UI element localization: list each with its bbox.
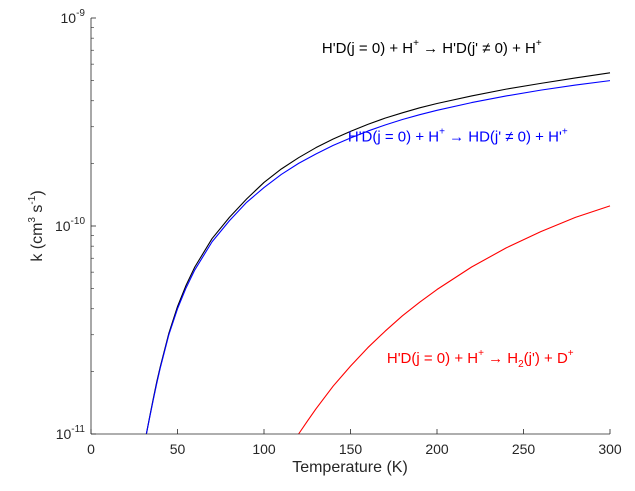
y-tick-exp-0: -11 [71,424,85,435]
y-label-base: k (cm [29,223,46,262]
annotation-3-part-2: → H [484,350,518,367]
x-tick-label-4: 200 [425,441,449,457]
series-line-2 [145,80,611,435]
x-tick-label-3: 150 [339,441,363,457]
annotation-1-part-3: + [536,38,542,49]
annotation-3-part-5: + [568,348,574,359]
annotation-3-part-0: H'D(j = 0) + H [387,350,478,367]
x-tick-label-5: 250 [512,441,536,457]
y-tick-base-2: 10 [61,10,77,26]
series-line-3 [298,205,611,435]
annotation-2-part-2: → HD(j' ≠ 0) + H' [445,128,562,145]
y-axis-label: k (cm3 s-1) [27,190,46,261]
series-annotation-2: H'D(j = 0) + H+ → HD(j' ≠ 0) + H'+ [348,126,568,145]
annotation-2-part-0: H'D(j = 0) + H [348,128,439,145]
series-annotation-1: H'D(j = 0) + H+ → H'D(j' ≠ 0) + H+ [322,38,542,57]
annotation-3-part-4: (j') + D [524,350,568,367]
annotation-1-part-2: → H'D(j' ≠ 0) + H [419,40,536,57]
y-tick-label-1: 10-10 [55,216,85,234]
x-tick-label-6: 300 [598,441,622,457]
y-label-end: ) [29,190,46,195]
annotation-3-part-1: + [478,348,484,359]
y-tick-base-1: 10 [55,218,71,234]
series-annotation-3: H'D(j = 0) + H+ → H2(j') + D+ [387,348,574,370]
y-tick-exp-1: -10 [71,216,86,227]
y-tick-label-2: 10-9 [61,8,86,26]
x-tick-label-2: 100 [252,441,276,457]
annotation-2-part-1: + [439,126,445,137]
x-tick-label-1: 50 [170,441,186,457]
annotation-1-part-0: H'D(j = 0) + H [322,40,413,57]
plot-area [91,18,610,434]
x-axis-label: Temperature (K) [292,459,408,476]
y-label-mid: s [29,205,46,217]
x-ticks-layer: 0 50 100 150 200 250 300 [87,429,622,457]
curves-layer [145,72,611,435]
y-label-exp2: -1 [27,195,38,204]
annotation-2-part-3: + [562,126,568,137]
annotations-layer: H'D(j = 0) + H+ → H'D(j' ≠ 0) + H+H'D(j … [322,38,574,370]
y-tick-base-0: 10 [56,426,72,442]
y-tick-exp-2: -9 [76,8,85,19]
annotation-1-part-1: + [413,38,419,49]
x-tick-label-0: 0 [87,441,95,457]
y-tick-label-0: 10-11 [56,424,86,442]
annotation-3-part-3: 2 [518,359,524,370]
y-label-exp1: 3 [27,217,38,223]
